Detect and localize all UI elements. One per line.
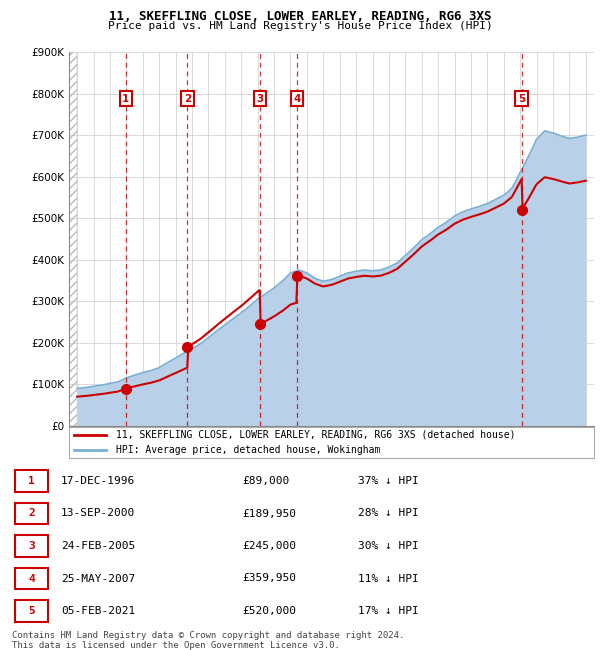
- Text: 5: 5: [28, 606, 35, 616]
- FancyBboxPatch shape: [69, 427, 594, 458]
- Text: £520,000: £520,000: [242, 606, 296, 616]
- FancyBboxPatch shape: [15, 502, 48, 525]
- Text: £89,000: £89,000: [242, 476, 290, 486]
- Text: 4: 4: [293, 94, 301, 104]
- Text: 30% ↓ HPI: 30% ↓ HPI: [358, 541, 418, 551]
- Text: 11% ↓ HPI: 11% ↓ HPI: [358, 573, 418, 584]
- FancyBboxPatch shape: [15, 600, 48, 622]
- FancyBboxPatch shape: [15, 567, 48, 590]
- Text: HPI: Average price, detached house, Wokingham: HPI: Average price, detached house, Woki…: [116, 445, 380, 456]
- Text: 2: 2: [28, 508, 35, 519]
- Text: 11, SKEFFLING CLOSE, LOWER EARLEY, READING, RG6 3XS: 11, SKEFFLING CLOSE, LOWER EARLEY, READI…: [109, 10, 491, 23]
- Text: 37% ↓ HPI: 37% ↓ HPI: [358, 476, 418, 486]
- Text: 24-FEB-2005: 24-FEB-2005: [61, 541, 135, 551]
- Text: 2: 2: [184, 94, 191, 104]
- Text: 1: 1: [122, 94, 130, 104]
- Text: 25-MAY-2007: 25-MAY-2007: [61, 573, 135, 584]
- Text: 11, SKEFFLING CLOSE, LOWER EARLEY, READING, RG6 3XS (detached house): 11, SKEFFLING CLOSE, LOWER EARLEY, READI…: [116, 430, 516, 440]
- Text: 05-FEB-2021: 05-FEB-2021: [61, 606, 135, 616]
- Text: 1: 1: [28, 476, 35, 486]
- Text: 13-SEP-2000: 13-SEP-2000: [61, 508, 135, 519]
- FancyBboxPatch shape: [15, 535, 48, 557]
- Text: £189,950: £189,950: [242, 508, 296, 519]
- Text: £245,000: £245,000: [242, 541, 296, 551]
- Text: 3: 3: [28, 541, 35, 551]
- Text: £359,950: £359,950: [242, 573, 296, 584]
- Text: 28% ↓ HPI: 28% ↓ HPI: [358, 508, 418, 519]
- Text: Price paid vs. HM Land Registry's House Price Index (HPI): Price paid vs. HM Land Registry's House …: [107, 21, 493, 31]
- Text: 17% ↓ HPI: 17% ↓ HPI: [358, 606, 418, 616]
- Bar: [69, 52, 77, 426]
- Text: 3: 3: [257, 94, 264, 104]
- Text: Contains HM Land Registry data © Crown copyright and database right 2024.
This d: Contains HM Land Registry data © Crown c…: [12, 630, 404, 650]
- Text: 4: 4: [28, 573, 35, 584]
- FancyBboxPatch shape: [15, 470, 48, 492]
- Text: 17-DEC-1996: 17-DEC-1996: [61, 476, 135, 486]
- Text: 5: 5: [518, 94, 525, 104]
